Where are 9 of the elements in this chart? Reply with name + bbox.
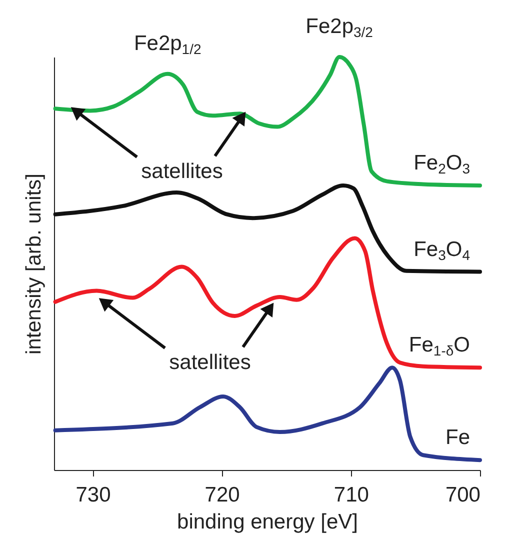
- x-axis-title: binding energy [eV]: [177, 510, 358, 534]
- x-tick-label: 730: [76, 484, 111, 506]
- annotation: satellites: [141, 160, 223, 183]
- y-axis-title: intensity [arb. units]: [22, 174, 46, 354]
- x-tick-label: 720: [204, 484, 240, 506]
- annotation: satellites: [169, 351, 251, 374]
- x-tick-label: 710: [334, 484, 369, 506]
- x-tick-label: 700: [445, 484, 480, 506]
- series-label: Fe: [445, 426, 470, 450]
